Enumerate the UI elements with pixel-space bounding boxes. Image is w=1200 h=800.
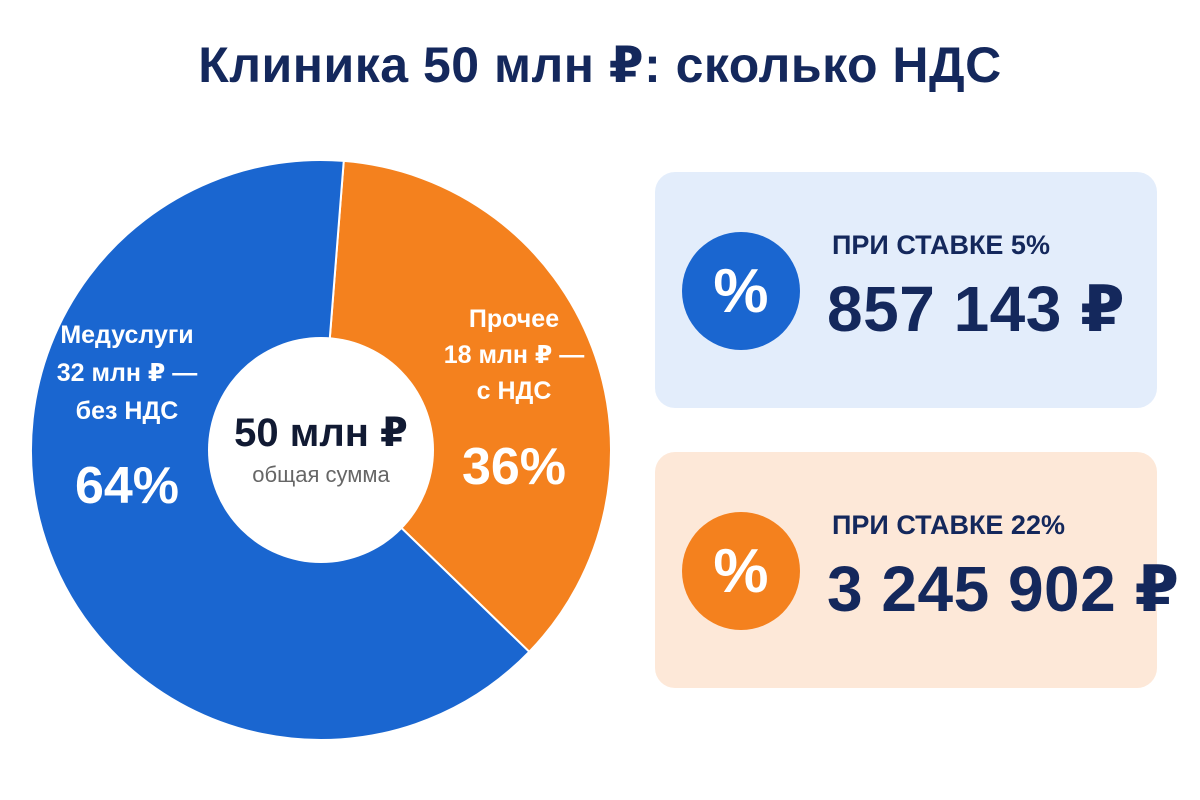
slice-label-line: Медуслуги <box>60 321 193 349</box>
donut-hole <box>208 337 434 563</box>
slice-label-line: с НДС <box>477 377 552 405</box>
vat-card-22: % ПРИ СТАВКЕ 22% 3 245 902 ₽ <box>655 452 1179 688</box>
slice-percent-label: 64% <box>75 457 179 515</box>
slice-label-line: без НДС <box>76 397 179 425</box>
slice-label-line: 18 млн ₽ — <box>444 341 585 369</box>
page-title: Клиника 50 млн ₽: сколько НДС <box>198 37 1002 93</box>
vat-rate-label: ПРИ СТАВКЕ 22% <box>832 510 1065 540</box>
slice-percent-label: 36% <box>462 438 566 496</box>
vat-amount: 3 245 902 ₽ <box>827 553 1180 625</box>
center-total: 50 млн ₽ <box>234 411 408 455</box>
vat-card-5: % ПРИ СТАВКЕ 5% 857 143 ₽ <box>655 172 1157 408</box>
slice-other <box>319 159 613 654</box>
vat-amount: 857 143 ₽ <box>827 273 1126 345</box>
vat-rate-label: ПРИ СТАВКЕ 5% <box>832 230 1050 260</box>
percent-icon: % <box>682 232 800 350</box>
percent-icon: % <box>682 512 800 630</box>
center-caption: общая сумма <box>252 462 390 487</box>
slice-label-line: 32 млн ₽ — <box>57 359 198 387</box>
slice-label-line: Прочее <box>469 305 559 333</box>
